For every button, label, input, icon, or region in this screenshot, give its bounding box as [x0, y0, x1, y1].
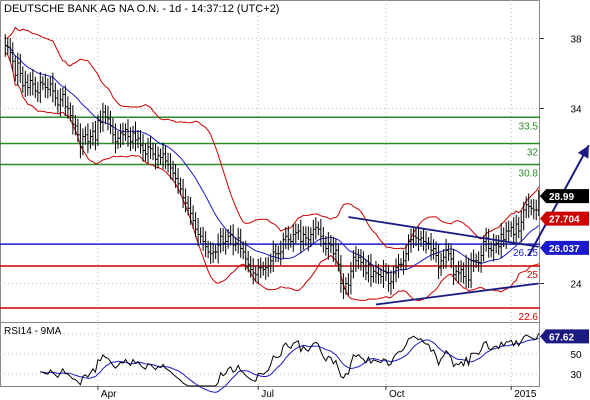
trendline [348, 216, 539, 248]
bollinger-upper-line [5, 26, 540, 250]
x-tick-label: Oct [389, 389, 405, 400]
rsi-tick-label: 50 [570, 350, 582, 361]
projection-arrowhead [577, 145, 589, 159]
chart-title: DEUTSCHE BANK AG NA O.N. - 1d - 14:37:12… [4, 3, 280, 15]
trendline [375, 282, 539, 306]
price-tag-bg [540, 240, 589, 255]
price-tag-bg [540, 189, 589, 204]
level-label: 32 [527, 148, 539, 159]
price-tag: 27.704 [549, 215, 580, 226]
rsi-tag: 67.62 [549, 332, 574, 343]
price-tag: 28.99 [549, 192, 574, 203]
price-tag: 26.037 [549, 244, 580, 255]
indicator-title: RSI14 - 9MA [4, 326, 62, 337]
level-label: 26.25 [513, 248, 538, 259]
x-tick-label: Apr [101, 389, 117, 400]
moving-average-line [5, 45, 540, 274]
rsi-line [40, 333, 540, 387]
level-label: 30.8 [519, 169, 539, 180]
y-tick-label: 34 [570, 105, 582, 116]
level-label: 33.5 [519, 121, 539, 132]
x-tick-label: 2015 [514, 389, 537, 400]
x-tick-label: Jul [261, 389, 274, 400]
level-label: 25 [527, 270, 539, 281]
rsi-tag-bg [540, 329, 589, 344]
bollinger-lower-line [4, 52, 539, 302]
price-tag-bg [540, 211, 589, 226]
level-label: 22.6 [519, 312, 539, 323]
rsi-tick-label: 30 [570, 370, 582, 381]
y-tick-label: 24 [570, 280, 582, 291]
y-tick-label: 38 [570, 35, 582, 46]
